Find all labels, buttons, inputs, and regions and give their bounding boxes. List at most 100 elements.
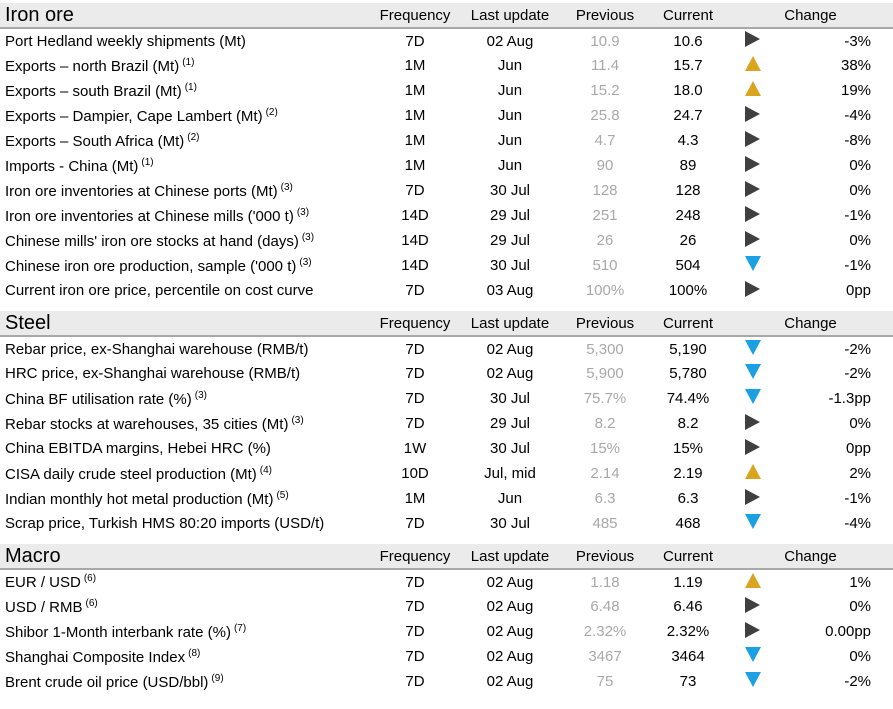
triangle-right-icon: [745, 206, 760, 222]
indicator-name: Shibor 1-Month interbank rate (%): [5, 624, 231, 641]
triangle-up-icon: [745, 573, 761, 588]
change-value: 0pp: [813, 436, 893, 461]
footnote-ref: (3): [281, 182, 293, 193]
current-value: 8.2: [648, 411, 728, 436]
previous-value: 2.14: [562, 461, 648, 486]
table-row: Chinese iron ore production, sample ('00…: [0, 253, 893, 278]
current-value: 2.19: [648, 461, 728, 486]
commodity-dashboard-table: Iron oreFrequencyLast updatePreviousCurr…: [0, 3, 893, 694]
footnote-ref: (7): [234, 623, 246, 634]
indicator-label: USD / RMB(6): [0, 594, 372, 619]
triangle-down-icon: [745, 256, 761, 271]
header-previous: Previous: [562, 311, 648, 336]
footnote-ref: (3): [302, 232, 314, 243]
table-row: Current iron ore price, percentile on co…: [0, 278, 893, 303]
current-value: 74.4%: [648, 386, 728, 411]
change-value: 0.00pp: [813, 619, 893, 644]
triangle-down-icon: [745, 647, 761, 662]
current-value: 3464: [648, 644, 728, 669]
indicator-name: Scrap price, Turkish HMS 80:20 imports (…: [5, 515, 324, 532]
indicator-label: China EBITDA margins, Hebei HRC (%): [0, 436, 372, 461]
header-frequency: Frequency: [372, 3, 458, 28]
data-table: Iron oreFrequencyLast updatePreviousCurr…: [0, 3, 893, 303]
last-update: 29 Jul: [458, 203, 562, 228]
indicator-name: Current iron ore price, percentile on co…: [5, 282, 313, 299]
table-row: Exports – South Africa (Mt)(2)1MJun4.74.…: [0, 128, 893, 153]
frequency: 1M: [372, 153, 458, 178]
table-row: Exports – north Brazil (Mt)(1)1MJun11.41…: [0, 53, 893, 78]
triangle-right-icon: [745, 156, 760, 172]
last-update: 30 Jul: [458, 386, 562, 411]
last-update: 30 Jul: [458, 253, 562, 278]
current-value: 10.6: [648, 28, 728, 53]
last-update: Jun: [458, 486, 562, 511]
triangle-up-icon: [745, 56, 761, 71]
indicator-label: Scrap price, Turkish HMS 80:20 imports (…: [0, 511, 372, 536]
frequency: 7D: [372, 669, 458, 694]
table-row: Imports - China (Mt)(1)1MJun90890%: [0, 153, 893, 178]
indicator-name: Imports - China (Mt): [5, 158, 138, 175]
previous-value: 75: [562, 669, 648, 694]
indicator-name: USD / RMB: [5, 599, 83, 616]
triangle-right-icon: [745, 106, 760, 122]
indicator-name: Port Hedland weekly shipments (Mt): [5, 33, 246, 50]
current-value: 24.7: [648, 103, 728, 128]
indicator-name: Shanghai Composite Index: [5, 649, 185, 666]
frequency: 1M: [372, 78, 458, 103]
indicator-label: EUR / USD(6): [0, 569, 372, 594]
previous-value: 15%: [562, 436, 648, 461]
section-title: Steel: [0, 311, 372, 336]
table-row: Shanghai Composite Index(8)7D02 Aug34673…: [0, 644, 893, 669]
change-value: -2%: [813, 361, 893, 386]
current-value: 504: [648, 253, 728, 278]
indicator-name: China BF utilisation rate (%): [5, 391, 192, 408]
current-value: 26: [648, 228, 728, 253]
previous-value: 15.2: [562, 78, 648, 103]
indicator-name: Indian monthly hot metal production (Mt): [5, 491, 273, 508]
footnote-ref: (1): [185, 82, 197, 93]
indicator-name: Iron ore inventories at Chinese mills ('…: [5, 208, 294, 225]
header-previous: Previous: [562, 3, 648, 28]
last-update: Jun: [458, 78, 562, 103]
frequency: 7D: [372, 386, 458, 411]
current-value: 128: [648, 178, 728, 203]
indicator-label: Chinese mills' iron ore stocks at hand (…: [0, 228, 372, 253]
table-row: Exports – Dampier, Cape Lambert (Mt)(2)1…: [0, 103, 893, 128]
previous-value: 90: [562, 153, 648, 178]
previous-value: 485: [562, 511, 648, 536]
indicator-label: Rebar price, ex-Shanghai warehouse (RMB/…: [0, 336, 372, 361]
last-update: Jun: [458, 128, 562, 153]
header-last-update: Last update: [458, 311, 562, 336]
previous-value: 510: [562, 253, 648, 278]
indicator-label: Exports – south Brazil (Mt)(1): [0, 78, 372, 103]
indicator-name: Chinese mills' iron ore stocks at hand (…: [5, 233, 299, 250]
triangle-right-icon: [745, 131, 760, 147]
current-value: 73: [648, 669, 728, 694]
last-update: Jun: [458, 153, 562, 178]
change-value: -8%: [813, 128, 893, 153]
section-header: SteelFrequencyLast updatePreviousCurrent…: [0, 311, 893, 336]
indicator-name: Exports – north Brazil (Mt): [5, 58, 179, 75]
footnote-ref: (6): [84, 573, 96, 584]
frequency: 7D: [372, 178, 458, 203]
footnote-ref: (1): [141, 157, 153, 168]
previous-value: 1.18: [562, 569, 648, 594]
current-value: 100%: [648, 278, 728, 303]
frequency: 7D: [372, 411, 458, 436]
header-previous: Previous: [562, 544, 648, 569]
indicator-label: Exports – north Brazil (Mt)(1): [0, 53, 372, 78]
frequency: 7D: [372, 28, 458, 53]
indicator-label: Shanghai Composite Index(8): [0, 644, 372, 669]
frequency: 7D: [372, 644, 458, 669]
frequency: 14D: [372, 253, 458, 278]
change-value: -1%: [813, 486, 893, 511]
change-value: 19%: [813, 78, 893, 103]
section-steel: SteelFrequencyLast updatePreviousCurrent…: [0, 311, 893, 536]
footnote-ref: (1): [182, 57, 194, 68]
table-row: Indian monthly hot metal production (Mt)…: [0, 486, 893, 511]
frequency: 7D: [372, 511, 458, 536]
change-value: 38%: [813, 53, 893, 78]
change-value: -4%: [813, 511, 893, 536]
current-value: 18.0: [648, 78, 728, 103]
triangle-down-icon: [745, 364, 761, 379]
